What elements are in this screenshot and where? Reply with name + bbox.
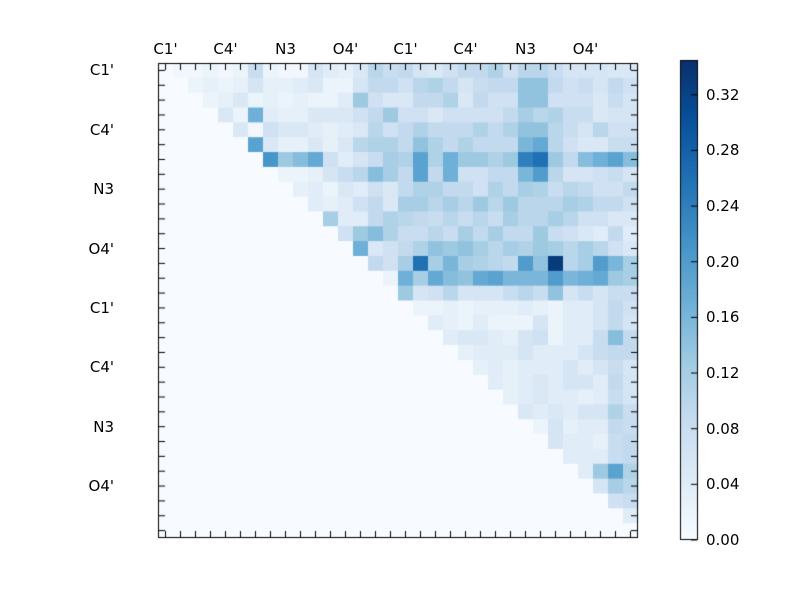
left-axis-label-4: C1' <box>89 298 114 317</box>
colorbar-tick-label-7: 0.28 <box>706 141 740 160</box>
colorbar-tick-label-8: 0.32 <box>706 85 740 104</box>
top-axis-label-5: C4' <box>453 40 478 58</box>
top-axis-label-4: C1' <box>393 40 418 58</box>
top-axis-label-1: C4' <box>213 40 238 58</box>
left-axis-label-7: O4' <box>88 477 114 496</box>
colorbar-tick-label-2: 0.08 <box>706 419 740 438</box>
top-axis-label-0: C1' <box>153 40 178 58</box>
colorbar-tick-label-4: 0.16 <box>706 308 740 327</box>
left-axis-label-3: O4' <box>88 239 114 258</box>
colorbar-tick-label-0: 0.00 <box>706 531 740 549</box>
top-axis-label-7: O4' <box>572 40 599 58</box>
left-axis-label-1: C4' <box>89 120 114 139</box>
top-axis-label-2: N3 <box>275 40 296 58</box>
colorbar-tick-label-3: 0.12 <box>706 364 740 383</box>
colorbar-tick-label-5: 0.20 <box>706 252 740 271</box>
left-axis-label-0: C1' <box>89 61 114 80</box>
left-axis-label-2: N3 <box>93 180 114 199</box>
left-axis-label-5: C4' <box>89 358 114 377</box>
colorbar-tick-label-1: 0.04 <box>706 475 740 494</box>
colorbar-tick-label-6: 0.24 <box>706 197 740 216</box>
left-axis-label-6: N3 <box>93 417 114 436</box>
top-axis-label-6: N3 <box>515 40 536 58</box>
top-axis-label-3: O4' <box>332 40 359 58</box>
